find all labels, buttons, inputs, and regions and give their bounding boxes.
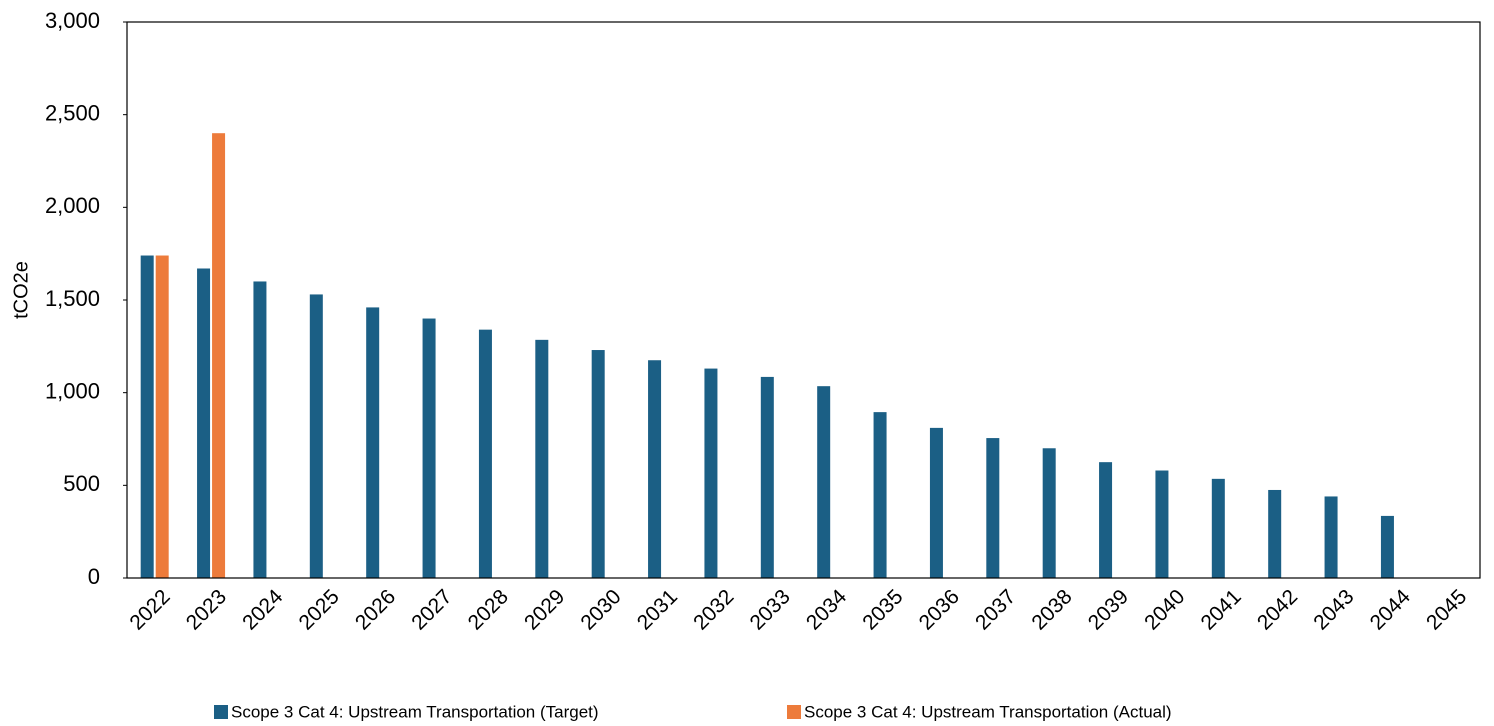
x-tick-label: 2025 [294,585,343,634]
bar [929,427,943,578]
bar [760,376,774,578]
y-tick-label: 1,000 [45,378,100,403]
x-tick-label: 2037 [971,585,1020,634]
x-tick-label: 2023 [182,585,231,634]
x-tick-label: 2034 [802,585,852,635]
x-tick-label: 2024 [238,585,288,635]
legend-swatch [787,705,801,719]
bar [1324,496,1338,578]
y-tick-label: 1,500 [45,286,100,311]
x-tick-label: 2041 [1196,585,1245,634]
bar [591,350,605,578]
bar [1042,448,1056,578]
x-tick-label: 2039 [1084,585,1133,634]
bar [212,133,226,578]
bar [873,412,887,578]
x-tick-label: 2027 [407,585,456,634]
bar [1268,489,1282,578]
y-tick-label: 2,000 [45,193,100,218]
x-tick-label: 2036 [915,585,964,634]
plot-border [126,21,1481,579]
bar [986,438,1000,578]
x-tick-label: 2043 [1309,585,1358,634]
legend-label: Scope 3 Cat 4: Upstream Transportation (… [231,702,599,721]
bar [197,268,211,578]
x-tick-label: 2030 [576,585,625,634]
bar [253,281,267,578]
x-tick-label: 2042 [1253,585,1302,634]
bar [309,294,323,578]
x-tick-label: 2032 [689,585,738,634]
y-tick-label: 500 [63,471,100,496]
legend-label: Scope 3 Cat 4: Upstream Transportation (… [804,702,1172,721]
bar [535,339,549,578]
x-tick-label: 2028 [464,585,513,634]
x-tick-label: 2022 [125,585,174,634]
bar [422,318,436,578]
bar [1380,515,1394,578]
x-tick-label: 2045 [1422,585,1471,634]
y-tick-label: 2,500 [45,100,100,125]
x-tick-label: 2035 [858,585,907,634]
legend-swatch [214,705,228,719]
x-tick-label: 2040 [1140,585,1189,634]
x-tick-label: 2031 [633,585,682,634]
bar [1099,462,1113,578]
y-tick-label: 0 [88,564,100,589]
y-axis-label: tCO2e [10,261,32,319]
bar [817,386,831,578]
bar [155,255,169,578]
bar [1155,470,1169,578]
bar [478,329,492,578]
x-tick-label: 2038 [1027,585,1076,634]
x-tick-label: 2044 [1366,585,1416,635]
bar [140,255,154,578]
bar [366,307,380,578]
x-tick-label: 2026 [351,585,400,634]
bar [1211,478,1225,578]
x-tick-label: 2029 [520,585,569,634]
bar [648,360,662,578]
bar [704,368,718,578]
y-tick-label: 3,000 [45,8,100,33]
x-tick-label: 2033 [745,585,794,634]
